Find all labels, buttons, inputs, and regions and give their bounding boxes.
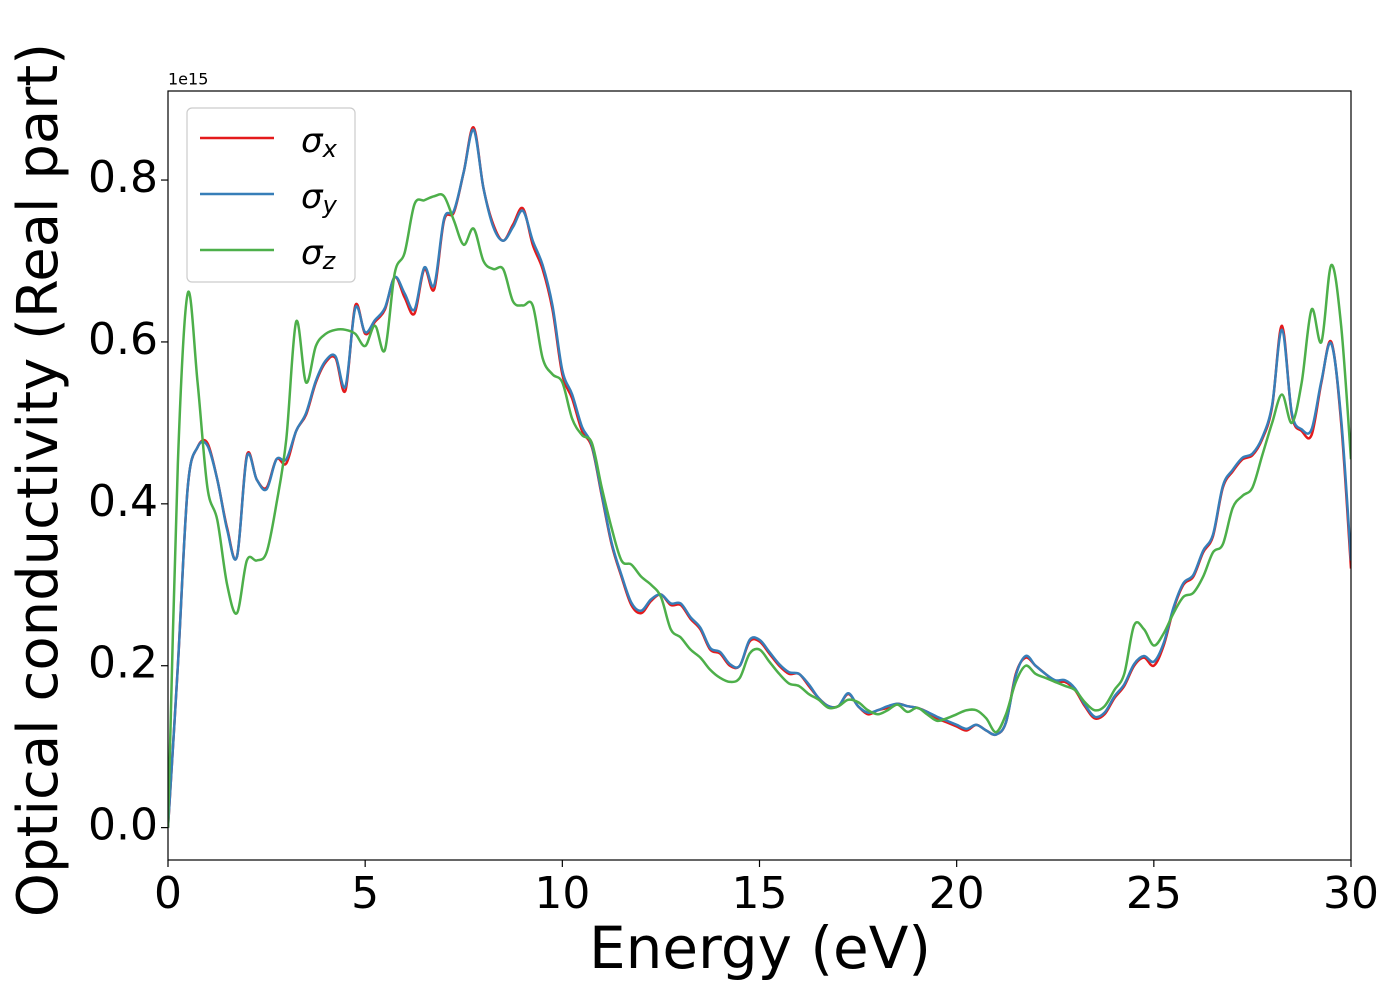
series-line	[168, 193, 1351, 828]
x-tick-label: 25	[1126, 868, 1182, 919]
offset-text: 1e15	[168, 70, 208, 89]
x-tick-label: 5	[351, 868, 379, 919]
y-tick-label: 0.0	[88, 800, 158, 851]
legend-label: σy	[301, 177, 338, 220]
x-tick-label: 15	[732, 868, 788, 919]
x-axis-label: Energy (eV)	[589, 914, 931, 982]
series-line	[168, 128, 1351, 828]
plot-frame	[167, 90, 1352, 861]
y-tick-label: 0.6	[88, 314, 158, 365]
legend-label: σx	[301, 121, 338, 164]
y-axis-label: Optical conductivity (Real part)	[6, 43, 71, 917]
x-tick-label: 0	[154, 868, 182, 919]
y-tick-label: 0.4	[88, 476, 158, 527]
legend-label: σz	[301, 233, 337, 276]
x-tick-label: 10	[534, 868, 590, 919]
y-tick-label: 0.2	[88, 638, 158, 689]
x-tick-label: 30	[1323, 868, 1379, 919]
x-tick-label: 20	[929, 868, 985, 919]
y-tick-label: 0.8	[88, 152, 158, 203]
